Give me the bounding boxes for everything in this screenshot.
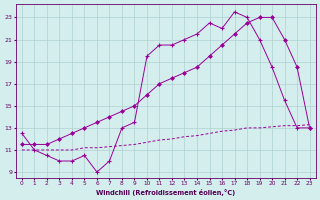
X-axis label: Windchill (Refroidissement éolien,°C): Windchill (Refroidissement éolien,°C) <box>96 189 236 196</box>
